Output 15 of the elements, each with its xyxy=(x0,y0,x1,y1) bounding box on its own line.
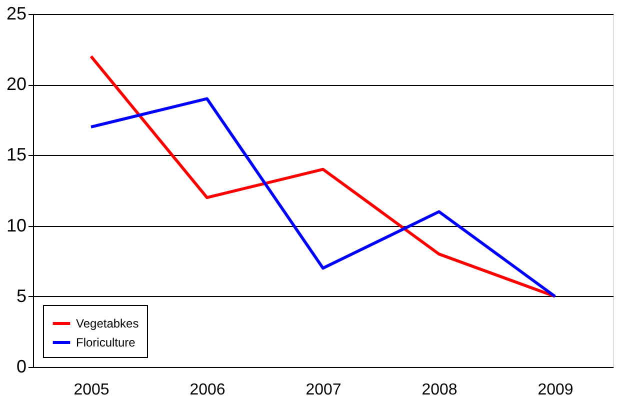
x-tick-label: 2009 xyxy=(538,382,574,398)
x-tick-label: 2005 xyxy=(74,382,110,398)
y-tick-label: 10 xyxy=(6,215,26,236)
y-tick-label: 25 xyxy=(6,4,26,24)
y-tick-label: 15 xyxy=(6,144,26,165)
legend-label: Floriculture xyxy=(76,336,136,350)
x-tick-label: 2006 xyxy=(190,382,226,398)
line-series xyxy=(90,97,556,298)
x-tick-label: 2008 xyxy=(422,382,458,398)
legend-label: Vegetabkes xyxy=(76,316,139,330)
line-series xyxy=(90,54,556,298)
y-tick-label: 5 xyxy=(16,286,26,306)
x-tick-label: 2007 xyxy=(306,382,342,398)
y-tick-label: 0 xyxy=(16,356,26,376)
y-tick-label: 20 xyxy=(6,74,26,94)
